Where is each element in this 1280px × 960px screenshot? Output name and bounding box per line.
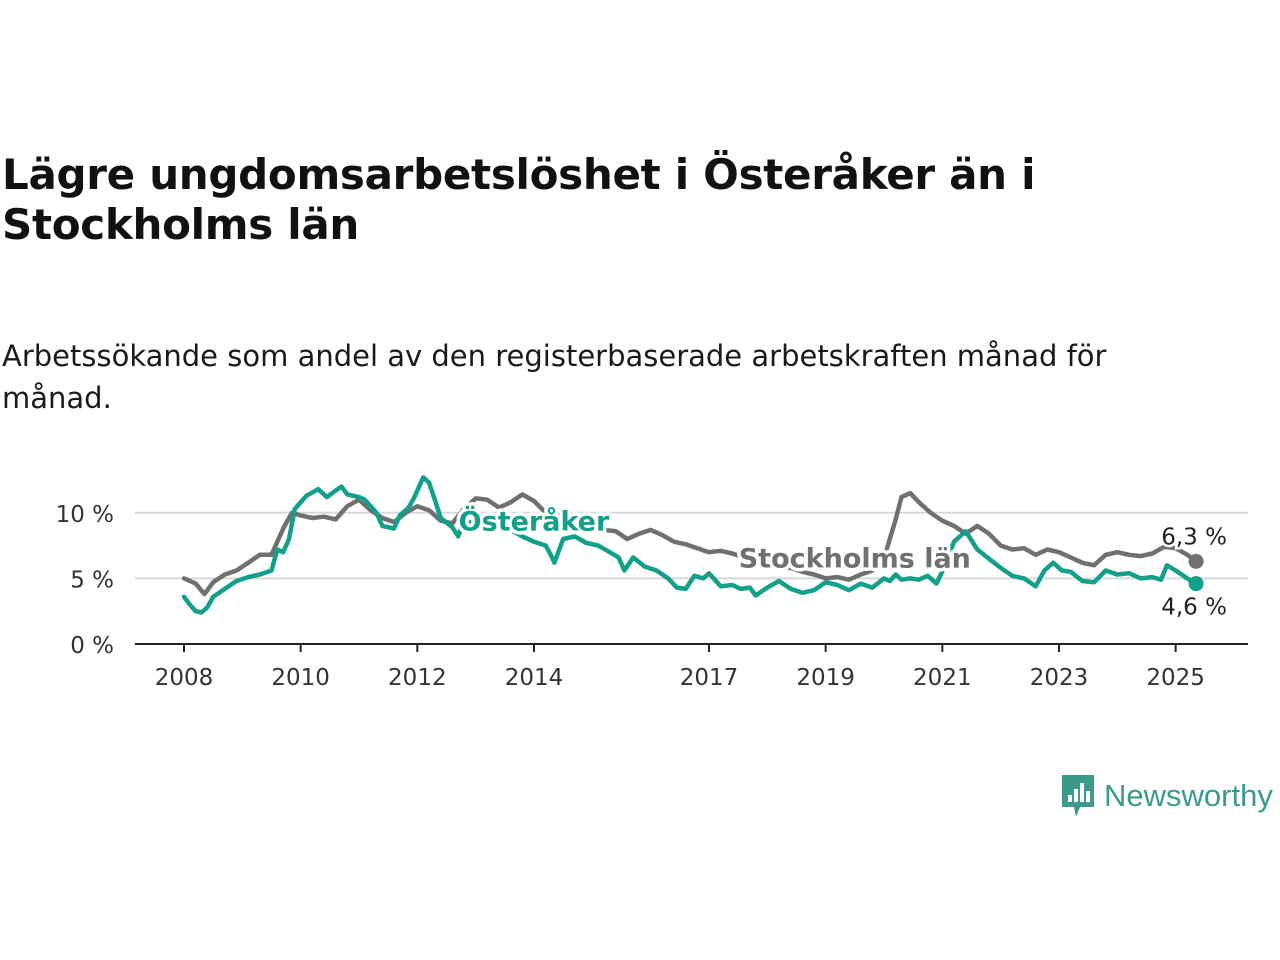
end-point-marker [1188,553,1204,569]
series-lines [181,475,1199,615]
x-tick-label: 2021 [913,665,972,691]
end-value-label: 6,3 % [1161,524,1227,550]
end-markers: 6,3 % 4,6 % [1159,522,1230,623]
x-axis-ticks: 2008 2010 2012 2014 2017 2019 2021 2023 2025 [155,644,1205,691]
x-tick-label: 2012 [388,665,447,691]
series-annotation: Österåker [459,505,610,538]
x-tick-label: 2019 [796,665,855,691]
end-value-label: 4,6 % [1161,595,1227,621]
page-subtitle: Arbetssökande som andel av den registerb… [2,339,1107,415]
page-title: Lägre ungdomsarbetslöshet i Österåker än… [2,150,1036,249]
newsworthy-logo-icon [1062,775,1094,817]
series-line-0 [181,490,1199,597]
x-tick-label: 2014 [505,665,564,691]
line-chart: 0 %5 %10 % 2008 2010 2012 2014 2017 2019 2021 2… [56,475,1248,691]
y-tick-label: 10 % [56,502,114,528]
x-tick-label: 2025 [1146,665,1205,691]
series-annotations: Österåker Stockholms län [455,501,974,578]
series-line-1 [181,475,1199,615]
y-tick-label: 5 % [70,567,114,593]
end-point-marker [1188,576,1204,592]
brand-logo[interactable]: Newsworthy [1060,772,1273,820]
x-tick-label: 2017 [680,665,739,691]
x-tick-label: 2023 [1030,665,1089,691]
x-tick-label: 2008 [155,665,214,691]
series-annotation: Stockholms län [739,543,971,574]
y-axis-ticks: 0 % 5 % 10 % [56,502,114,659]
y-tick-label: 0 % [70,633,114,659]
brand-name: Newsworthy [1104,778,1273,813]
x-tick-label: 2010 [271,665,330,691]
